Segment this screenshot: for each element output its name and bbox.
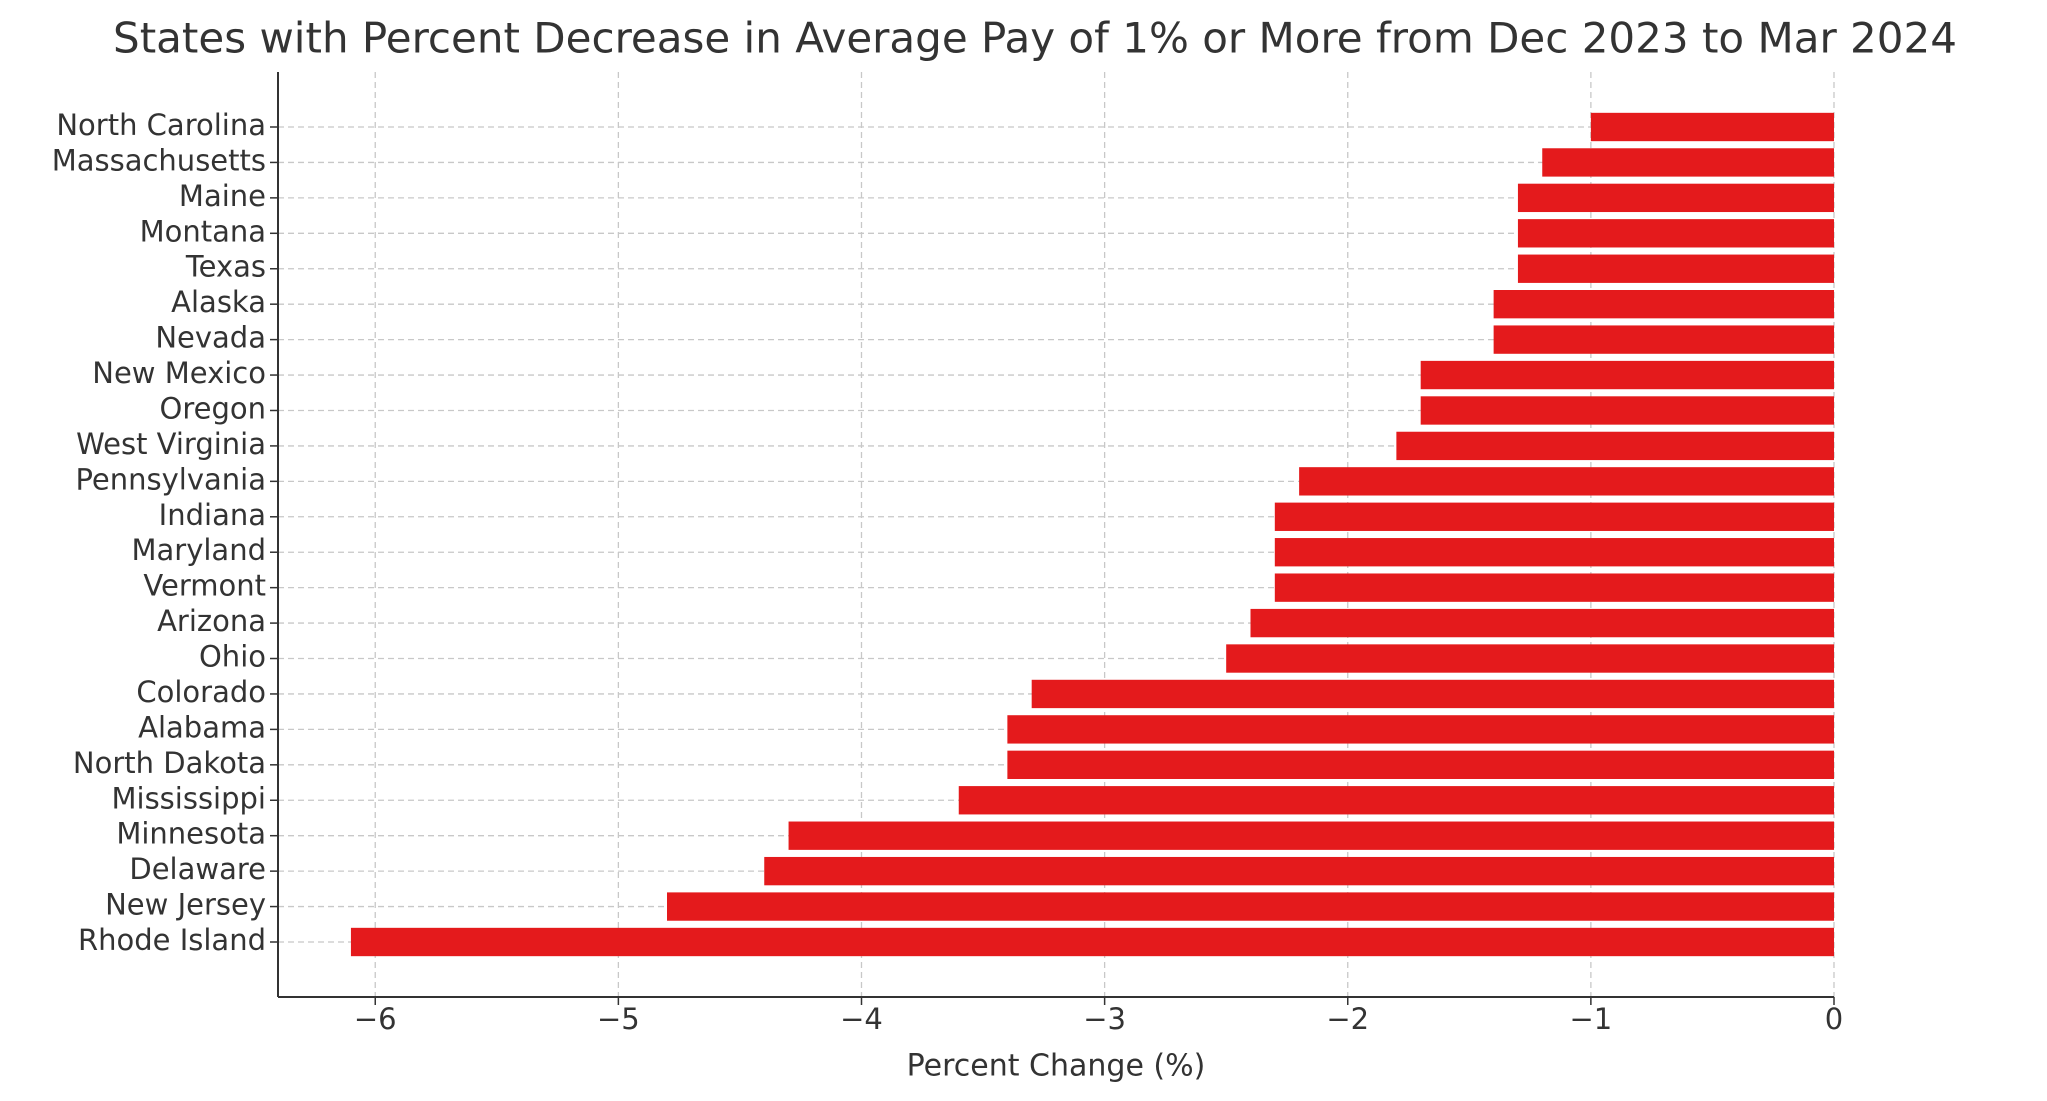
bar xyxy=(1542,148,1834,177)
bar xyxy=(1493,325,1834,354)
bar xyxy=(1299,467,1834,496)
y-tick-label: Delaware xyxy=(129,852,266,886)
x-axis-label: Percent Change (%) xyxy=(907,1049,1206,1084)
y-tick-label: Ohio xyxy=(199,640,266,674)
y-tick-label: North Dakota xyxy=(73,746,266,780)
y-tick-label: Nevada xyxy=(155,321,266,355)
bar xyxy=(1517,183,1834,213)
x-tick-label: −5 xyxy=(597,1002,640,1036)
y-tick-label: Rhode Island xyxy=(78,923,266,957)
y-tick-label: Vermont xyxy=(143,569,266,603)
bar xyxy=(1420,360,1834,390)
x-tick-label: −3 xyxy=(1083,1002,1126,1036)
y-tick-label: Minnesota xyxy=(116,817,266,851)
y-tick-label: Massachusetts xyxy=(52,143,266,177)
y-tick-label: Arizona xyxy=(157,604,266,638)
x-tick-label: −1 xyxy=(1570,1002,1613,1036)
y-tick-label: Pennsylvania xyxy=(75,462,266,496)
y-tick-label: Texas xyxy=(185,250,266,284)
y-tick-label: Alaska xyxy=(171,285,266,319)
y-tick-label: West Virginia xyxy=(76,427,266,461)
bar xyxy=(1007,715,1834,744)
bar xyxy=(1226,644,1834,673)
chart-title: States with Percent Decrease in Average … xyxy=(113,14,1957,63)
x-tick-label: 0 xyxy=(1825,1002,1843,1036)
bar xyxy=(350,927,1834,957)
x-tick-label: −2 xyxy=(1326,1002,1369,1036)
bar xyxy=(667,892,1834,921)
y-tick-label: Montana xyxy=(140,214,266,248)
bar xyxy=(958,786,1834,815)
y-tick-label: Indiana xyxy=(159,498,266,532)
x-tick-label: −6 xyxy=(354,1002,397,1036)
x-tick-label: −4 xyxy=(840,1002,883,1036)
bar xyxy=(1420,396,1834,425)
bar xyxy=(1590,112,1834,142)
bar xyxy=(764,856,1834,886)
y-tick-label: New Mexico xyxy=(92,356,266,390)
bar xyxy=(1493,290,1834,319)
y-tick-label: Mississippi xyxy=(111,781,266,815)
y-tick-label: Alabama xyxy=(138,710,266,744)
y-tick-label: North Carolina xyxy=(56,108,266,142)
y-tick-label: Maryland xyxy=(132,533,267,567)
bar xyxy=(1007,750,1834,779)
y-tick-label: New Jersey xyxy=(105,888,266,922)
bar xyxy=(1031,679,1834,709)
y-tick-label: Oregon xyxy=(160,391,266,425)
bar xyxy=(1274,502,1834,531)
bar xyxy=(1517,254,1834,283)
bar xyxy=(1274,538,1834,567)
bar xyxy=(788,821,1834,850)
bar xyxy=(1517,219,1834,248)
bar xyxy=(1250,608,1834,638)
y-tick-label: Colorado xyxy=(136,675,266,709)
bar xyxy=(1274,573,1834,602)
y-tick-label: Maine xyxy=(179,179,266,213)
bar xyxy=(1396,431,1834,461)
